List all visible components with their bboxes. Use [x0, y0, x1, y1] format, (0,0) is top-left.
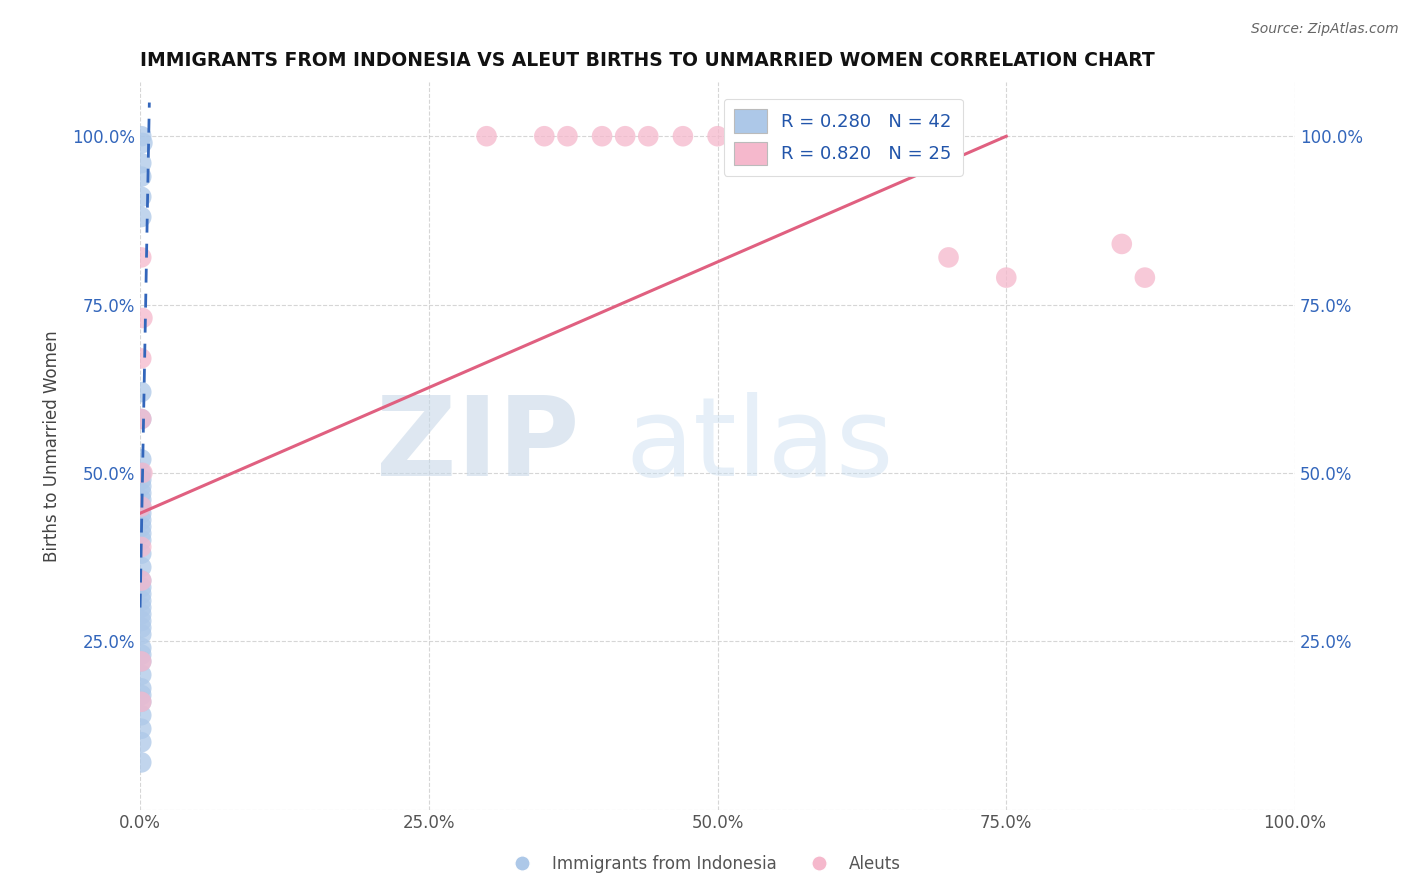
Point	[129, 560, 152, 574]
Point	[129, 621, 152, 635]
Point	[129, 473, 152, 487]
Point	[129, 492, 152, 507]
Point	[129, 500, 152, 514]
Point	[129, 654, 152, 668]
Point	[129, 452, 152, 467]
Point	[129, 756, 152, 770]
Point	[129, 688, 152, 702]
Point	[129, 607, 152, 622]
Point	[129, 526, 152, 541]
Point	[129, 412, 152, 426]
Point	[131, 466, 153, 480]
Text: Source: ZipAtlas.com: Source: ZipAtlas.com	[1251, 22, 1399, 37]
Point	[614, 129, 637, 144]
Point	[129, 412, 152, 426]
Point	[129, 210, 152, 224]
Point	[129, 156, 152, 170]
Point	[995, 270, 1018, 285]
Point	[129, 648, 152, 662]
Point	[129, 594, 152, 608]
Point	[129, 385, 152, 400]
Point	[129, 640, 152, 655]
Point	[938, 251, 960, 265]
Point	[129, 479, 152, 493]
Point	[129, 500, 152, 514]
Point	[880, 136, 903, 150]
Point	[129, 190, 152, 204]
Point	[129, 708, 152, 723]
Point	[129, 587, 152, 601]
Point	[129, 695, 152, 709]
Point	[129, 169, 152, 184]
Point	[706, 129, 728, 144]
Point	[129, 506, 152, 520]
Point	[591, 129, 613, 144]
Point	[129, 533, 152, 548]
Point	[129, 547, 152, 561]
Legend: Immigrants from Indonesia, Aleuts: Immigrants from Indonesia, Aleuts	[499, 848, 907, 880]
Point	[1111, 236, 1133, 251]
Point	[129, 614, 152, 628]
Point	[637, 129, 659, 144]
Point	[129, 251, 152, 265]
Text: ZIP: ZIP	[375, 392, 579, 500]
Point	[131, 136, 153, 150]
Point	[129, 351, 152, 366]
Point	[1133, 270, 1156, 285]
Point	[129, 574, 152, 588]
Text: atlas: atlas	[626, 392, 894, 500]
Point	[763, 129, 786, 144]
Point	[557, 129, 579, 144]
Point	[129, 520, 152, 534]
Legend: R = 0.280   N = 42, R = 0.820   N = 25: R = 0.280 N = 42, R = 0.820 N = 25	[724, 99, 963, 176]
Point	[131, 311, 153, 326]
Point	[129, 600, 152, 615]
Point	[129, 129, 152, 144]
Point	[672, 129, 695, 144]
Point	[475, 129, 498, 144]
Point	[129, 580, 152, 594]
Point	[129, 466, 152, 480]
Point	[129, 627, 152, 641]
Point	[129, 695, 152, 709]
Point	[129, 735, 152, 749]
Point	[129, 513, 152, 527]
Point	[129, 540, 152, 554]
Point	[821, 129, 844, 144]
Y-axis label: Births to Unmarried Women: Births to Unmarried Women	[44, 330, 60, 562]
Point	[129, 574, 152, 588]
Point	[129, 486, 152, 500]
Point	[129, 668, 152, 682]
Text: IMMIGRANTS FROM INDONESIA VS ALEUT BIRTHS TO UNMARRIED WOMEN CORRELATION CHART: IMMIGRANTS FROM INDONESIA VS ALEUT BIRTH…	[141, 51, 1154, 70]
Point	[533, 129, 555, 144]
Point	[129, 722, 152, 736]
Point	[129, 654, 152, 668]
Point	[129, 681, 152, 696]
